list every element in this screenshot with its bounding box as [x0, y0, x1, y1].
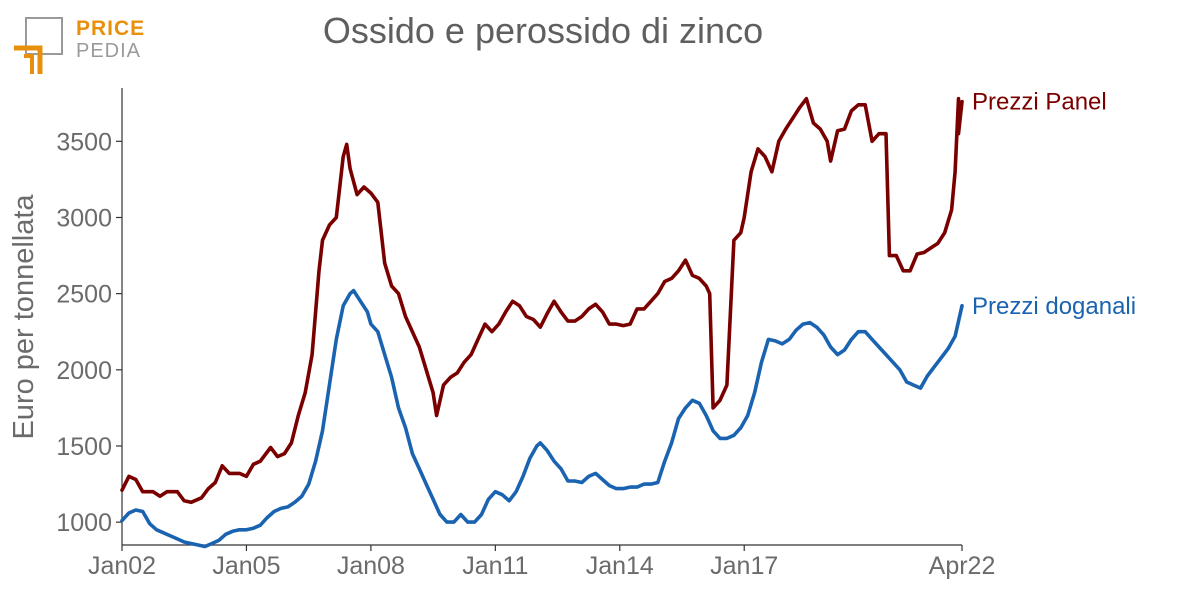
pricepedia-logo: PRICE PEDIA: [12, 14, 152, 78]
y-tick-label: 1000: [56, 509, 112, 537]
series-label-0: Prezzi Panel: [972, 89, 1107, 116]
y-tick-label: 3000: [56, 204, 112, 232]
y-tick-label: 3500: [56, 128, 112, 156]
series-label-1: Prezzi doganali: [972, 293, 1136, 320]
series-line-1: [120, 288, 964, 549]
y-tick-label: 2000: [56, 357, 112, 385]
y-tick-label: 1500: [56, 433, 112, 461]
x-tick-label: Apr22: [929, 552, 996, 580]
y-tick-label: 2500: [56, 281, 112, 309]
logo-mark-icon: [14, 17, 63, 74]
series-line-0: [120, 96, 964, 505]
y-axis-label: Euro per tonnellata: [8, 194, 40, 440]
series-lines: [120, 96, 964, 549]
logo-word-pedia: PEDIA: [76, 40, 142, 62]
x-tick-label: Jan14: [586, 552, 654, 580]
series-labels: Prezzi Panel Prezzi doganali: [972, 89, 1136, 320]
axes: 1000 1500 2000 2500 3000 3500 Jan02 Jan05 Jan08 J…: [56, 88, 995, 580]
x-tick-label: Jan08: [337, 552, 405, 580]
chart-title: Ossido e perossido di zinco: [323, 10, 763, 51]
x-tick-label: Jan11: [462, 552, 528, 580]
logo-word-price: PRICE: [76, 17, 146, 40]
x-tick-label: Jan05: [212, 552, 280, 580]
x-tick-label: Jan02: [88, 552, 156, 580]
x-tick-label: Jan17: [710, 552, 778, 580]
